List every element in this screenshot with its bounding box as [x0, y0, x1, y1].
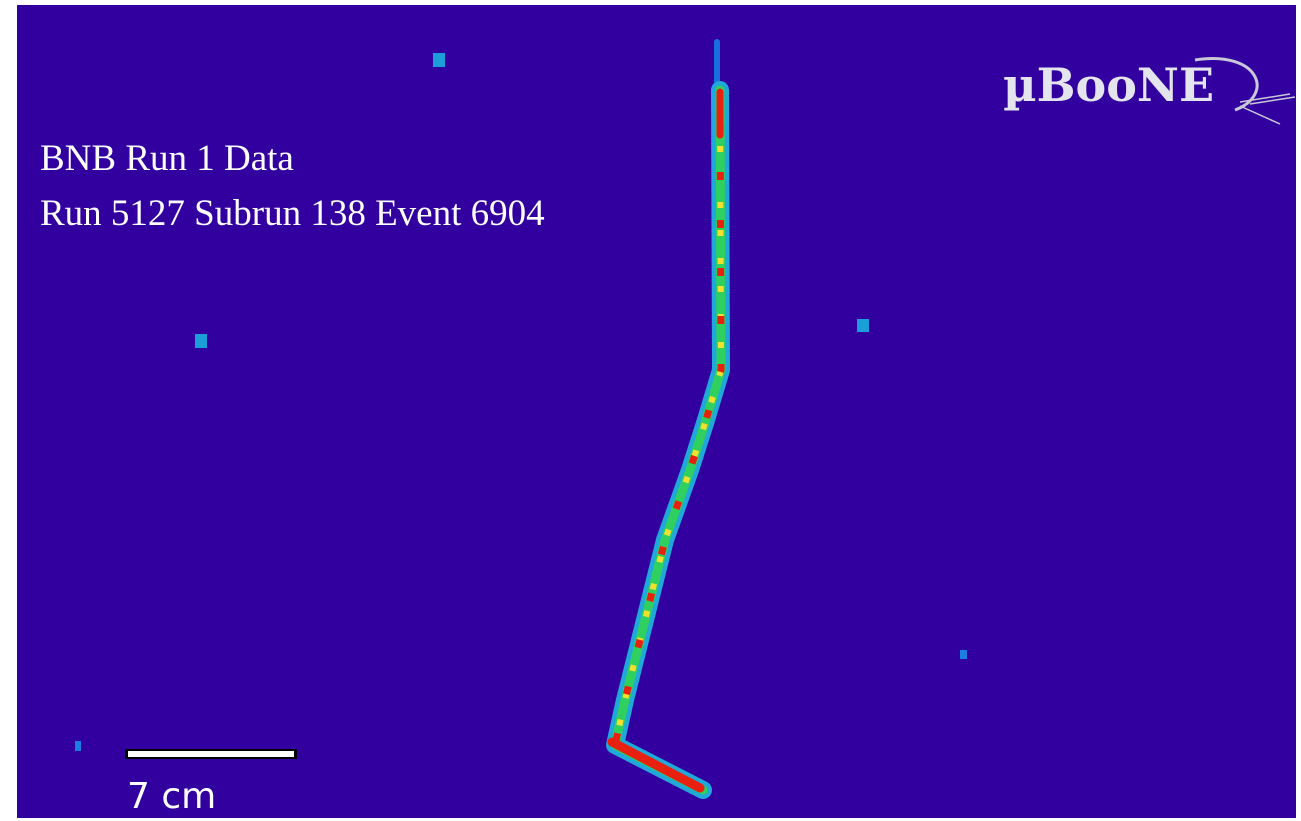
logo: µBooNE — [1003, 58, 1214, 112]
hit — [433, 53, 445, 67]
scale-label: 7 cm — [127, 776, 216, 817]
hit — [195, 334, 207, 348]
hit — [960, 650, 967, 659]
caption-line: BNB Run 1 Data — [40, 138, 294, 179]
scale-bar — [128, 751, 294, 757]
hit — [75, 741, 81, 751]
hit — [857, 319, 869, 332]
caption-line: Run 5127 Subrun 138 Event 6904 — [40, 193, 545, 234]
event-display: BNB Run 1 Data Run 5127 Subrun 138 Event… — [0, 0, 1301, 821]
detector-view — [17, 5, 1296, 818]
